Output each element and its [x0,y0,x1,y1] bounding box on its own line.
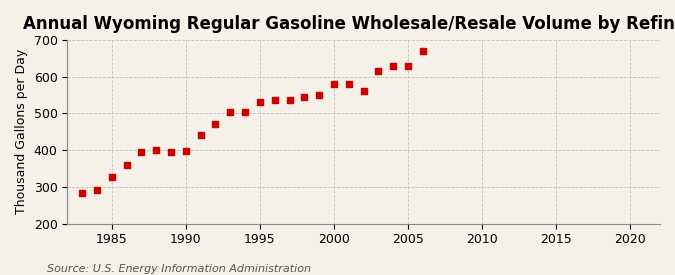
Point [284,98,295,102]
Point [358,89,369,93]
Point [180,149,191,153]
Point [329,82,340,86]
Point [195,133,206,138]
Point [210,122,221,127]
Point [121,163,132,167]
Point [136,150,146,155]
Point [107,174,117,179]
Point [269,98,280,102]
Point [403,64,414,68]
Title: Annual Wyoming Regular Gasoline Wholesale/Resale Volume by Refiners: Annual Wyoming Regular Gasoline Wholesal… [23,15,675,33]
Y-axis label: Thousand Gallons per Day: Thousand Gallons per Day [15,49,28,214]
Point [418,49,429,53]
Point [92,188,103,192]
Point [240,109,250,114]
Point [314,93,325,97]
Text: Source: U.S. Energy Information Administration: Source: U.S. Energy Information Administ… [47,264,311,274]
Point [225,109,236,114]
Point [151,148,161,152]
Point [388,64,399,68]
Point [77,191,88,196]
Point [299,95,310,99]
Point [373,68,384,73]
Point [165,150,176,154]
Point [344,82,354,86]
Point [254,100,265,105]
